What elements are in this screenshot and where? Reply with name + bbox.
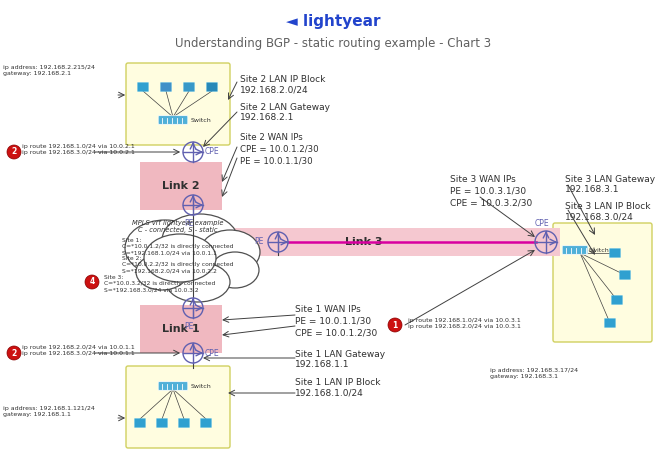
FancyBboxPatch shape — [158, 382, 188, 390]
FancyBboxPatch shape — [158, 116, 188, 124]
Text: Link 2: Link 2 — [162, 181, 200, 191]
FancyBboxPatch shape — [168, 228, 560, 256]
Text: Switch: Switch — [589, 248, 610, 253]
Text: Understanding BGP - static routing example - Chart 3: Understanding BGP - static routing examp… — [175, 37, 492, 50]
FancyBboxPatch shape — [183, 83, 195, 91]
Text: Site 2 WAN IPs
CPE = 10.0.1.2/30
PE = 10.0.1.1/30: Site 2 WAN IPs CPE = 10.0.1.2/30 PE = 10… — [240, 133, 319, 165]
FancyBboxPatch shape — [157, 419, 167, 427]
FancyBboxPatch shape — [604, 318, 616, 328]
Ellipse shape — [211, 252, 259, 288]
Text: Site 1 WAN IPs
PE = 10.0.1.1/30
CPE = 10.0.1.2/30: Site 1 WAN IPs PE = 10.0.1.1/30 CPE = 10… — [295, 305, 378, 338]
Text: Site 1:
C=*10.0.1.2/32 is directly connected
S=*192.168.1.0/24 via 10.0.1.1: Site 1: C=*10.0.1.2/32 is directly conne… — [122, 238, 233, 255]
Text: Site 2:
C=*10.0.2.2/32 is directly connected
S=*192.168.2.0/24 via 10.0.2.2: Site 2: C=*10.0.2.2/32 is directly conne… — [122, 256, 233, 274]
Text: ip route 192.168.1.0/24 via 10.0.3.1
ip route 192.168.2.0/24 via 10.0.3.1: ip route 192.168.1.0/24 via 10.0.3.1 ip … — [408, 318, 521, 329]
Text: Link 3: Link 3 — [346, 237, 383, 247]
FancyBboxPatch shape — [562, 246, 588, 254]
FancyBboxPatch shape — [137, 83, 149, 91]
FancyBboxPatch shape — [126, 63, 230, 145]
Text: Switch: Switch — [191, 383, 211, 389]
Text: Site 3 LAN IP Block
192.168.3.0/24: Site 3 LAN IP Block 192.168.3.0/24 — [565, 202, 650, 221]
FancyBboxPatch shape — [207, 83, 217, 91]
Text: Site 1 LAN IP Block
192.168.1.0/24: Site 1 LAN IP Block 192.168.1.0/24 — [295, 378, 380, 397]
FancyBboxPatch shape — [135, 419, 145, 427]
Ellipse shape — [162, 214, 238, 266]
Circle shape — [388, 318, 402, 332]
Circle shape — [7, 346, 21, 360]
Text: Link 1: Link 1 — [162, 324, 200, 334]
Text: ip route 192.168.2.0/24 via 10.0.1.1
ip route 192.168.3.0/24 via 10.0.1.1: ip route 192.168.2.0/24 via 10.0.1.1 ip … — [22, 345, 135, 356]
Text: PE: PE — [184, 219, 193, 228]
Ellipse shape — [136, 254, 188, 290]
Ellipse shape — [200, 230, 260, 274]
Text: CPE: CPE — [205, 348, 219, 358]
Text: 1: 1 — [392, 321, 398, 329]
Text: 4: 4 — [89, 278, 95, 286]
Text: Site 2 LAN Gateway
192.168.2.1: Site 2 LAN Gateway 192.168.2.1 — [240, 103, 330, 122]
FancyBboxPatch shape — [553, 223, 652, 342]
Text: Site 3:
C=*10.0.3.2/32 is directly connected
S=*192.168.3.0/24 via 10.0.3.2: Site 3: C=*10.0.3.2/32 is directly conne… — [104, 275, 215, 292]
Text: ip address: 192.168.2.215/24
gateway: 192.168.2.1: ip address: 192.168.2.215/24 gateway: 19… — [3, 65, 95, 76]
Text: Site 3 LAN Gateway
192.168.3.1: Site 3 LAN Gateway 192.168.3.1 — [565, 175, 655, 195]
FancyBboxPatch shape — [161, 83, 171, 91]
Text: Switch: Switch — [191, 117, 211, 122]
Ellipse shape — [144, 234, 216, 282]
FancyBboxPatch shape — [610, 249, 620, 257]
FancyBboxPatch shape — [126, 366, 230, 448]
Text: ip address: 192.168.3.17/24
gateway: 192.168.3.1: ip address: 192.168.3.17/24 gateway: 192… — [490, 368, 578, 379]
FancyBboxPatch shape — [612, 296, 622, 304]
Text: PE: PE — [184, 322, 193, 331]
Ellipse shape — [125, 220, 205, 276]
Text: Site 2 LAN IP Block
192.168.2.0/24: Site 2 LAN IP Block 192.168.2.0/24 — [240, 75, 325, 94]
Text: CPE: CPE — [205, 147, 219, 157]
Text: ◄ lightyear: ◄ lightyear — [286, 14, 381, 29]
Text: ip address: 192.168.1.121/24
gateway: 192.168.1.1: ip address: 192.168.1.121/24 gateway: 19… — [3, 406, 95, 417]
FancyBboxPatch shape — [620, 270, 630, 280]
FancyBboxPatch shape — [179, 419, 189, 427]
Text: 2: 2 — [11, 147, 17, 157]
Text: Site 3 WAN IPs
PE = 10.0.3.1/30
CPE = 10.0.3.2/30: Site 3 WAN IPs PE = 10.0.3.1/30 CPE = 10… — [450, 175, 532, 207]
FancyBboxPatch shape — [140, 305, 222, 353]
FancyBboxPatch shape — [140, 162, 222, 210]
Ellipse shape — [166, 262, 230, 302]
Text: PE: PE — [255, 237, 264, 247]
FancyBboxPatch shape — [201, 419, 211, 427]
Text: ip route 192.168.1.0/24 via 10.0.2.1
ip route 192.168.3.0/24 via 10.0.2.1: ip route 192.168.1.0/24 via 10.0.2.1 ip … — [22, 144, 135, 155]
Text: CPE: CPE — [535, 219, 550, 228]
Circle shape — [85, 275, 99, 289]
Circle shape — [7, 145, 21, 159]
Text: Site 1 LAN Gateway
192.168.1.1: Site 1 LAN Gateway 192.168.1.1 — [295, 350, 385, 370]
Text: MPLS vrf lightyear example
C - connected, S - static: MPLS vrf lightyear example C - connected… — [132, 220, 223, 233]
Text: 2: 2 — [11, 348, 17, 358]
